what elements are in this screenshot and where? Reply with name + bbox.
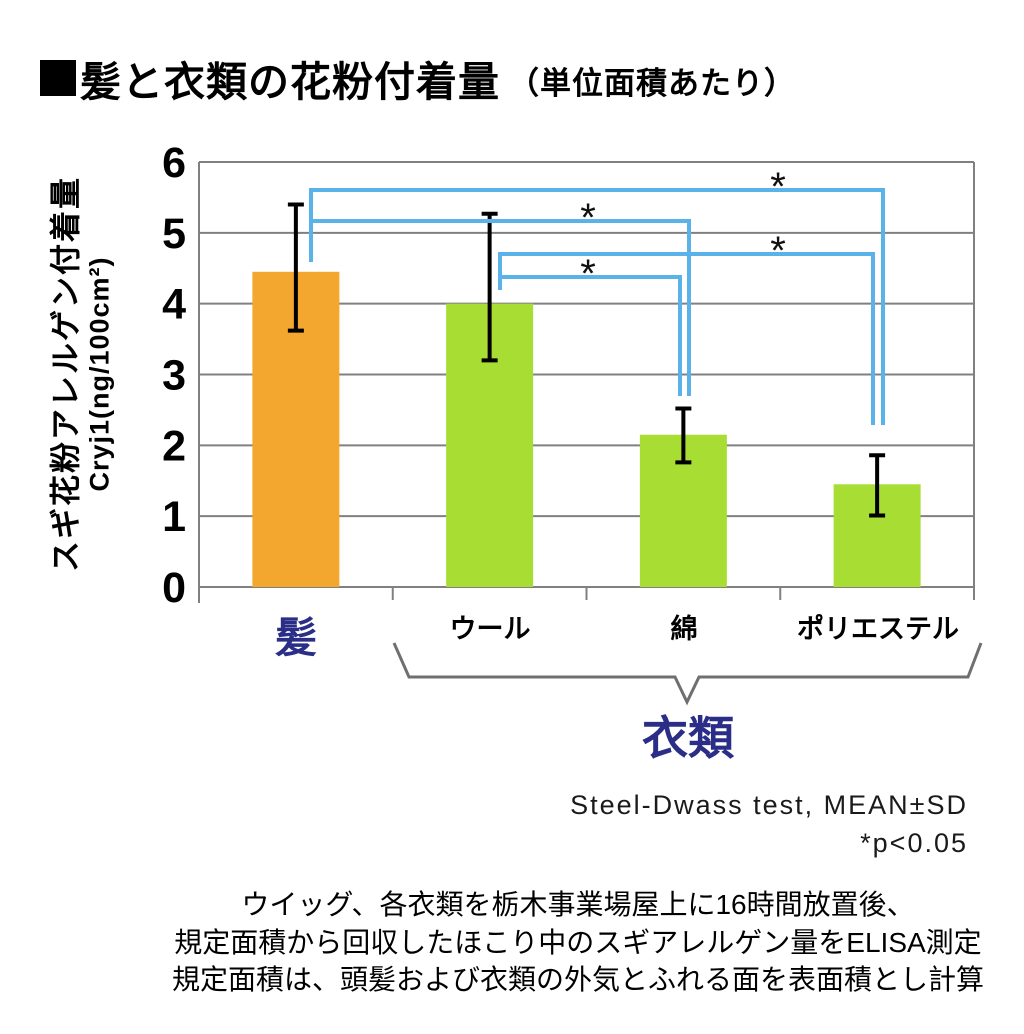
significance-bracket xyxy=(498,275,682,396)
y-tick-label: 5 xyxy=(162,210,186,258)
stats-pvalue-line: *p<0.05 xyxy=(860,828,968,858)
significance-star: * xyxy=(580,252,596,296)
clothing-group-label: 衣類 xyxy=(642,712,734,764)
y-tick-label: 1 xyxy=(162,493,186,541)
y-tick-label: 4 xyxy=(162,281,186,329)
chart-title-text: 髪と衣類の花粉付着量 xyxy=(80,59,500,105)
significance-bracket xyxy=(309,219,691,396)
x-label-wool: ウール xyxy=(449,614,531,644)
y-tick-label: 3 xyxy=(162,352,186,400)
y-tick-label: 2 xyxy=(162,422,186,470)
title-square-icon xyxy=(40,60,76,96)
method-footer: ウイッグ、各衣類を栃木事業場屋上に16時間放置後、 規定面積から回収したほこり中… xyxy=(66,886,1024,999)
clothing-group-brace xyxy=(392,642,983,706)
chart-title: 髪と衣類の花粉付着量 （単位面積あたり） xyxy=(40,48,796,108)
significance-star: * xyxy=(770,165,786,209)
stats-note: Steel-Dwass test, MEAN±SD *p<0.05 xyxy=(570,786,968,862)
footer-line-2: 規定面積から回収したほこり中のスギアレルゲン量をELISA測定 xyxy=(174,926,982,958)
footer-line-1: ウイッグ、各衣類を栃木事業場屋上に16時間放置後、 xyxy=(241,889,915,920)
significance-bracket xyxy=(498,252,875,425)
significance-star: * xyxy=(580,196,596,240)
y-tick-label: 0 xyxy=(162,564,186,612)
x-label-hair: 髪 xyxy=(274,614,318,661)
chart-title-unit-note: （単位面積あたり） xyxy=(508,65,796,101)
footer-line-3: 規定面積は、頭髪および衣類の外気とふれる面を表面積とし計算 xyxy=(171,964,984,995)
x-label-polyester: ポリエステル xyxy=(797,614,959,644)
x-label-cotton: 綿 xyxy=(670,614,698,644)
significance-bracket xyxy=(309,188,885,425)
significance-star: * xyxy=(770,229,786,273)
y-tick-label: 6 xyxy=(162,139,186,187)
stats-test-line: Steel-Dwass test, MEAN±SD xyxy=(570,790,968,820)
